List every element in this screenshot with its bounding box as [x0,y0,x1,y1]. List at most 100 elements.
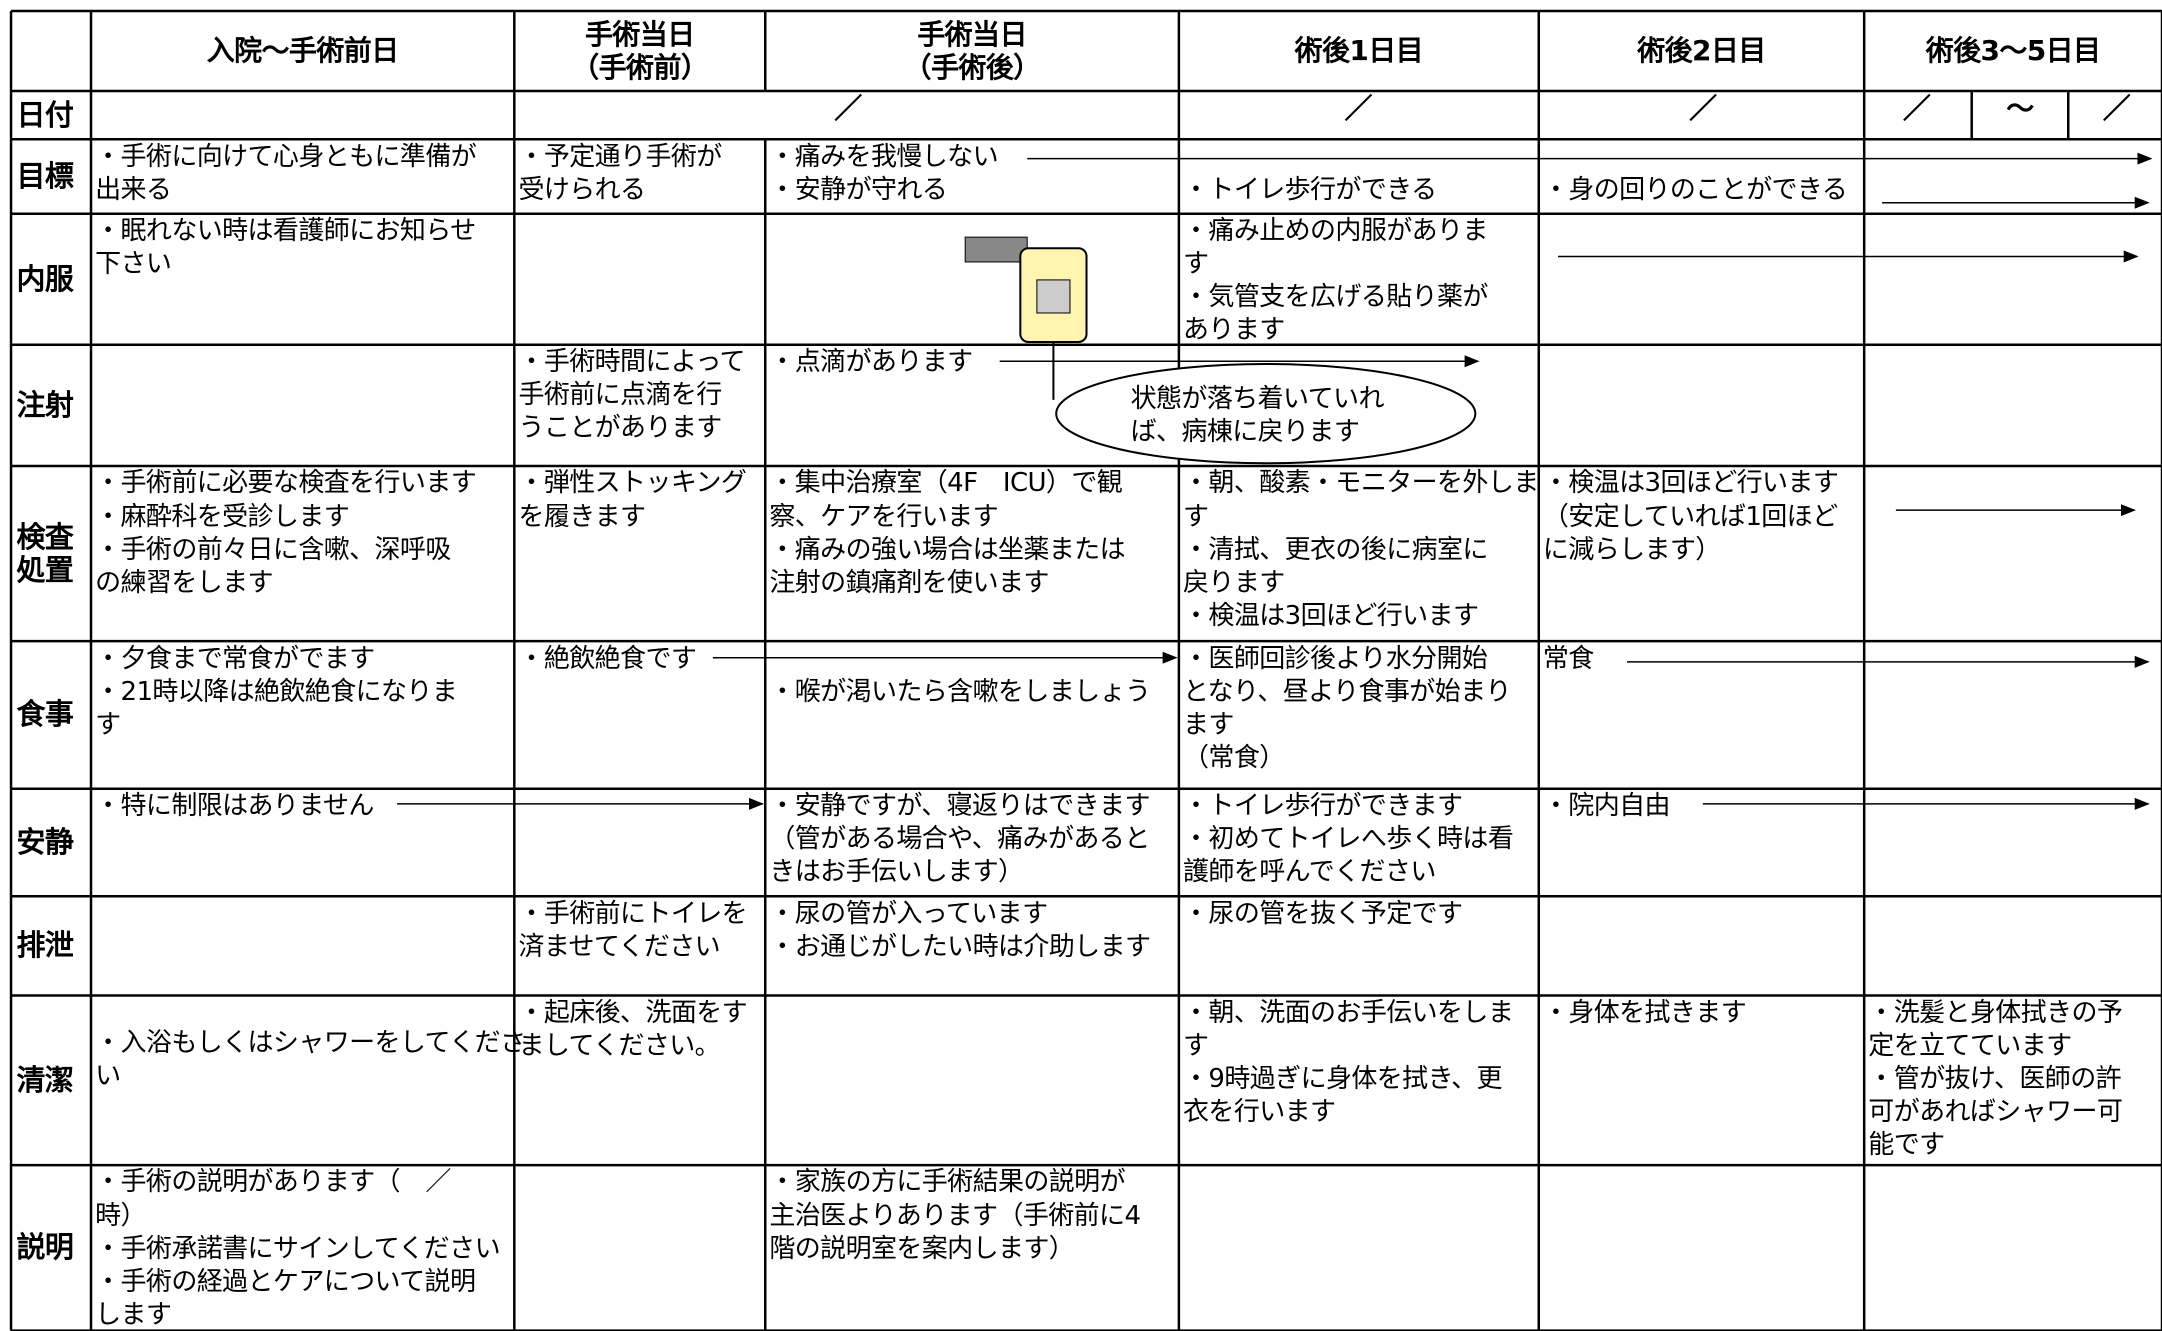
drip-illustration [964,236,1088,400]
cell-text: ・手術前にトイレを [518,898,748,929]
cell-text: ・検温は3回ほど行います [1542,468,1839,499]
cell-text: ・お通じがしたい時は介助します [769,931,1151,962]
cell-text: ・予定通り手術が [518,141,722,172]
cell-text: します [95,1299,172,1330]
cell-text: ・特に制限はありません [95,791,374,822]
cell-text: ・清拭、更衣の後に病室に [1183,534,1488,565]
cell-text: 主治医よりあります（手術前に4 [769,1200,1141,1231]
note-bubble [1055,363,1477,465]
cell-text: となり、昼より食事が始まり [1183,676,1511,707]
cell-text: ・9時過ぎに身体を拭き、更 [1183,1064,1503,1095]
cell-text: 可があればシャワー可 [1868,1097,2123,1128]
cell-text: 定を立てています [1868,1030,2072,1061]
cell-text: あります [1183,315,1285,346]
cell-text: ・痛みを我慢しない [769,141,998,172]
cell-text: （管がある場合や、痛みがあると [769,824,1150,855]
row-label: 処置 [16,552,74,587]
row-label: 検査 [16,519,74,554]
cell-text: ・集中治療室（4F ICU）で観 [769,468,1123,499]
cell-text: 手術前に点滴を行 [518,380,722,411]
date-mark: ／ [1902,92,1931,126]
note-text: ば、病棟に戻ります [1130,417,1360,448]
cell-text: ・初めてトイレへ歩く時は看 [1183,824,1514,855]
cell-text: ・医師回診後より水分開始 [1183,643,1488,674]
row-label: 食事 [16,697,74,732]
row-label: 目標 [16,158,74,193]
cell-text: ・入浴もしくはシャワーをしてくださ [95,1027,526,1058]
cell-text: ・起床後、洗面をす [518,997,748,1028]
cell-text: い [95,1060,121,1091]
cell-text: ・洗髪と身体拭きの予 [1868,997,2123,1028]
cell-text: に減らします） [1542,534,1721,565]
cell-text: ・夕食まで常食がでます [95,643,375,674]
cell-text: ・痛みの強い場合は坐薬または [769,534,1125,565]
cell-text: 時） [95,1200,146,1231]
row-label: 日付 [16,98,74,133]
cell-text: の練習をします [95,567,273,598]
cell-text: ・手術承諾書にサインしてください [95,1233,500,1264]
cell-text: ・点滴があります [769,347,973,378]
cell-text: ・弾性ストッキング [518,468,747,499]
cell-text: 常食 [1542,643,1594,674]
cell-text: を履きます [518,501,646,532]
row-label: 清潔 [16,1062,74,1097]
cell-text: うことがあります [518,413,722,444]
cell-text: ・検温は3回ほど行います [1183,600,1479,631]
cell-text: 階の説明室を案内します） [769,1233,1075,1264]
date-mark: ／ [2102,92,2131,126]
cell-text: ます [1183,709,1234,740]
cell-text: ・トイレ歩行ができます [1183,791,1463,822]
row-label: 注射 [16,387,74,422]
cell-text: 戻ります [1183,567,1285,598]
cell-text: ・絶飲絶食です [518,643,697,674]
cell-text: ・手術の経過とケアについて説明 [95,1266,476,1297]
cell-text: 受けられる [518,174,646,205]
row-label: 説明 [16,1230,74,1265]
cell-text: 出来る [95,174,172,205]
row-label: 安静 [16,824,74,859]
cell-text: ・喉が渇いたら含嗽をしましょう [769,676,1151,707]
cell-text: す [1183,249,1209,280]
cell-text: ・身の回りのことができる [1542,174,1848,205]
column-header: 術後3～5日目 [1925,34,2101,68]
cell-text: ・身体を拭きます [1542,997,1747,1028]
cell-text: 下さい [95,249,172,280]
cell-text: ・家族の方に手術結果の説明が [769,1167,1125,1198]
cell-text: 衣を行います [1183,1097,1336,1128]
column-header: 術後2日目 [1637,34,1766,68]
cell-text: ・朝、洗面のお手伝いをしま [1183,997,1514,1028]
cell-text: ・手術の説明があります（ ／ [95,1167,451,1198]
row-label: 内服 [16,261,74,296]
row-label: 排泄 [16,928,74,963]
cell-text: ましてください。 [518,1030,721,1061]
column-header: 術後1日目 [1294,34,1424,68]
note-text: 状態が落ち着いていれ [1130,384,1385,415]
cell-text: ・手術の前々日に含嗽、深呼吸 [95,534,451,565]
cell-text: す [95,709,121,740]
column-header: 入院～手術前日 [206,34,399,68]
cell-text: ・手術前に必要な検査を行います [95,468,477,499]
cell-text: ・手術時間によって [518,347,745,378]
cell-text: ・麻酔科を受診します [95,501,350,532]
column-header: （手術前） [571,51,709,85]
cell-text: す [1183,501,1209,532]
column-header: 手術当日 [917,17,1027,51]
cell-text: ・痛み止めの内服がありま [1183,216,1488,247]
cell-text: ・気管支を広げる貼り薬が [1183,282,1488,313]
cell-text: ・尿の管が入っています [769,898,1048,929]
cell-text: （安定していれば1回ほど [1542,501,1838,532]
cell-text: ・21時以降は絶飲絶食になりま [95,676,458,707]
column-header: 手術当日 [584,17,695,51]
cell-text: ・尿の管を抜く予定です [1183,898,1463,929]
cell-text: ・眠れない時は看護師にお知らせ [95,216,476,247]
cell-text: 済ませてください [518,931,721,962]
cell-text: ・トイレ歩行ができる [1183,174,1437,205]
cell-text: ・朝、酸素・モニターを外しま [1183,468,1539,499]
column-header: （手術後） [903,51,1042,85]
cell-text: 能です [1868,1130,1945,1161]
cell-text: 護師を呼んでください [1183,857,1436,888]
date-mark: ／ [1689,92,1717,126]
date-mark: ／ [834,92,862,126]
cell-text: （常食） [1183,742,1285,773]
